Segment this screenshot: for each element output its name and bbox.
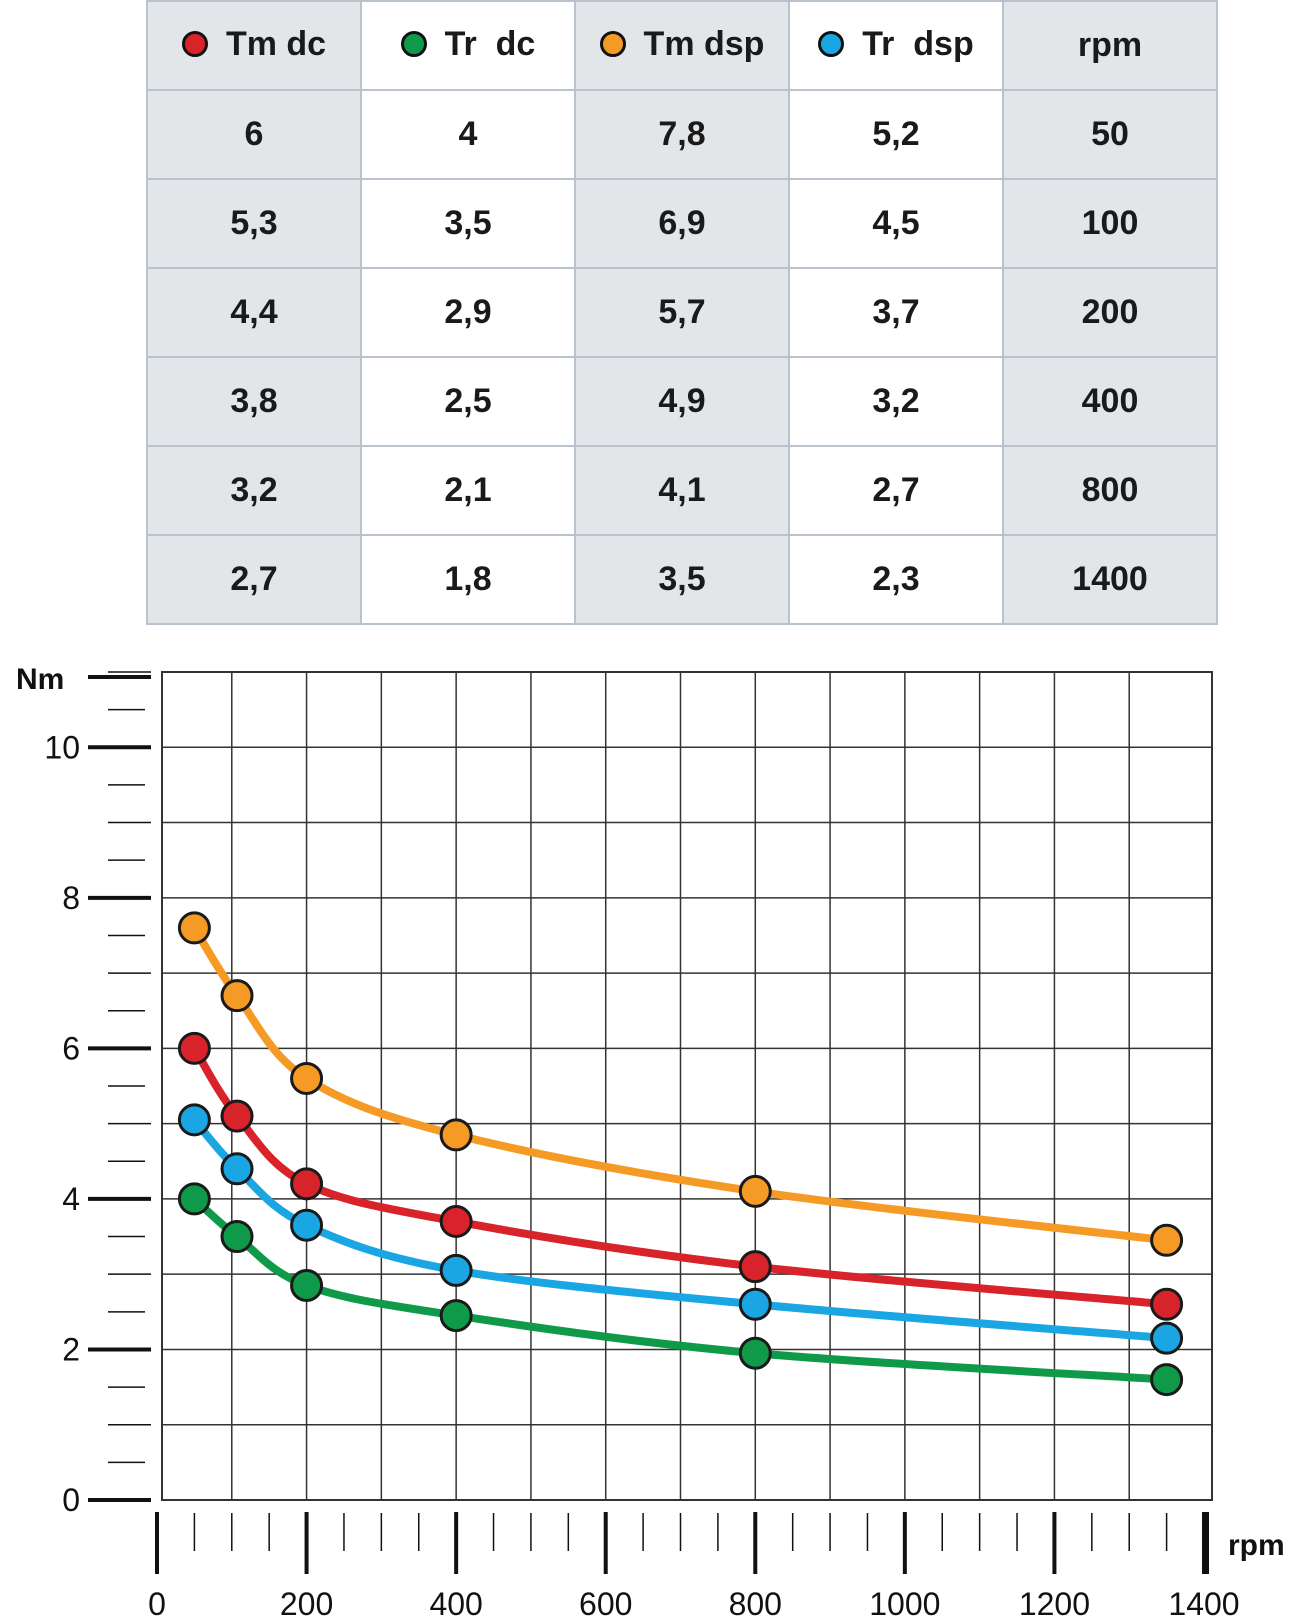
table-cell: 4,9 — [574, 356, 790, 447]
x-axis-label: rpm — [1228, 1529, 1285, 1562]
orange-dot-icon — [599, 31, 626, 58]
table-cell: 2,1 — [360, 445, 576, 536]
x-tick-label: 1400 — [1168, 1586, 1239, 1622]
table-cell: 2,7 — [788, 445, 1004, 536]
y-axis-label: Nm — [16, 663, 64, 696]
col-header-tm-dsp: Tm dsp — [574, 0, 790, 91]
table-header-row: Tm dc Tr dc Tm dsp Tr dsp rpm — [146, 0, 1218, 91]
table-cell: 2,3 — [788, 534, 1004, 625]
data-point-tr-dc — [439, 1299, 473, 1333]
table-row: 2,7 1,8 3,5 2,3 1400 — [146, 534, 1218, 625]
data-point-tr-dsp — [290, 1208, 324, 1242]
data-point-tr-dsp — [220, 1152, 254, 1186]
x-tick-label: 0 — [148, 1586, 166, 1622]
table-cell: 4,5 — [788, 178, 1004, 269]
table-cell: 4,4 — [146, 267, 362, 358]
table-cell: 3,2 — [146, 445, 362, 536]
table-cell: 100 — [1002, 178, 1218, 269]
table-cell: 3,5 — [574, 534, 790, 625]
table-cell: 1400 — [1002, 534, 1218, 625]
y-tick-label: 0 — [62, 1482, 80, 1518]
table-cell: 2,5 — [360, 356, 576, 447]
table-cell: 3,5 — [360, 178, 576, 269]
table-cell: 800 — [1002, 445, 1218, 536]
table-row: 3,8 2,5 4,9 3,2 400 — [146, 356, 1218, 447]
data-point-tr-dc — [177, 1182, 211, 1216]
data-point-tr-dc — [738, 1336, 772, 1370]
torque-table: Tm dc Tr dc Tm dsp Tr dsp rpm 6 4 7,8 5,… — [146, 0, 1218, 625]
red-dot-icon — [181, 31, 208, 58]
table-row: 3,2 2,1 4,1 2,7 800 — [146, 445, 1218, 536]
data-point-tm-dc — [439, 1204, 473, 1238]
col-header-label: Tr dc — [444, 24, 536, 63]
table-cell: 50 — [1002, 89, 1218, 180]
x-tick-label: 200 — [280, 1586, 333, 1622]
x-tick-label: 1000 — [869, 1586, 940, 1622]
table-cell: 6 — [146, 89, 362, 180]
y-tick-label: 6 — [62, 1030, 80, 1066]
data-point-tm-dsp — [290, 1061, 324, 1095]
col-header-tm-dc: Tm dc — [146, 0, 362, 91]
x-tick-label: 600 — [579, 1586, 632, 1622]
table-cell: 5,2 — [788, 89, 1004, 180]
y-tick-label: 4 — [62, 1181, 80, 1217]
data-point-tr-dsp — [177, 1103, 211, 1137]
y-tick-label: 8 — [62, 880, 80, 916]
data-point-tm-dsp — [220, 979, 254, 1013]
table-cell: 5,7 — [574, 267, 790, 358]
table-cell: 2,7 — [146, 534, 362, 625]
col-header-tr-dc: Tr dc — [360, 0, 576, 91]
x-tick-label: 400 — [429, 1586, 482, 1622]
col-header-label: Tm dc — [225, 24, 327, 63]
col-header-label: Tm dsp — [643, 24, 765, 63]
table-cell: 4 — [360, 89, 576, 180]
data-point-tm-dsp — [177, 911, 211, 945]
data-point-tr-dc — [290, 1268, 324, 1302]
x-tick-label: 800 — [729, 1586, 782, 1622]
table-cell: 7,8 — [574, 89, 790, 180]
table-cell: 4,1 — [574, 445, 790, 536]
table-row: 5,3 3,5 6,9 4,5 100 — [146, 178, 1218, 269]
series-line-tr-dc — [190, 1194, 1171, 1384]
y-tick-label: 2 — [62, 1331, 80, 1367]
table-cell: 2,9 — [360, 267, 576, 358]
data-point-tr-dsp — [1150, 1321, 1184, 1355]
green-dot-icon — [400, 31, 427, 58]
col-header-tr-dsp: Tr dsp — [788, 0, 1004, 91]
table-cell: 6,9 — [574, 178, 790, 269]
col-header-label: rpm — [1077, 26, 1143, 64]
col-header-label: Tr dsp — [862, 24, 974, 63]
col-header-rpm: rpm — [1002, 0, 1218, 91]
data-point-tr-dsp — [738, 1287, 772, 1321]
data-point-tr-dsp — [439, 1253, 473, 1287]
plot-frame — [161, 671, 1213, 1501]
data-point-tm-dsp — [439, 1118, 473, 1152]
table-cell: 3,8 — [146, 356, 362, 447]
table-cell: 3,2 — [788, 356, 1004, 447]
table-cell: 200 — [1002, 267, 1218, 358]
table-cell: 1,8 — [360, 534, 576, 625]
data-point-tr-dc — [220, 1220, 254, 1254]
table-cell: 5,3 — [146, 178, 362, 269]
table-row: 4,4 2,9 5,7 3,7 200 — [146, 267, 1218, 358]
data-point-tr-dc — [1150, 1363, 1184, 1397]
data-point-tm-dsp — [1150, 1223, 1184, 1257]
x-tick-label: 1200 — [1019, 1586, 1090, 1622]
y-tick-label: 10 — [44, 729, 80, 765]
data-point-tm-dc — [177, 1031, 211, 1065]
table-cell: 3,7 — [788, 267, 1004, 358]
data-point-tm-dc — [1150, 1287, 1184, 1321]
data-point-tm-dc — [220, 1099, 254, 1133]
table-cell: 400 — [1002, 356, 1218, 447]
data-point-tm-dsp — [738, 1174, 772, 1208]
data-point-tm-dc — [290, 1167, 324, 1201]
blue-dot-icon — [818, 31, 845, 58]
data-point-tm-dc — [738, 1250, 772, 1284]
table-row: 6 4 7,8 5,2 50 — [146, 89, 1218, 180]
